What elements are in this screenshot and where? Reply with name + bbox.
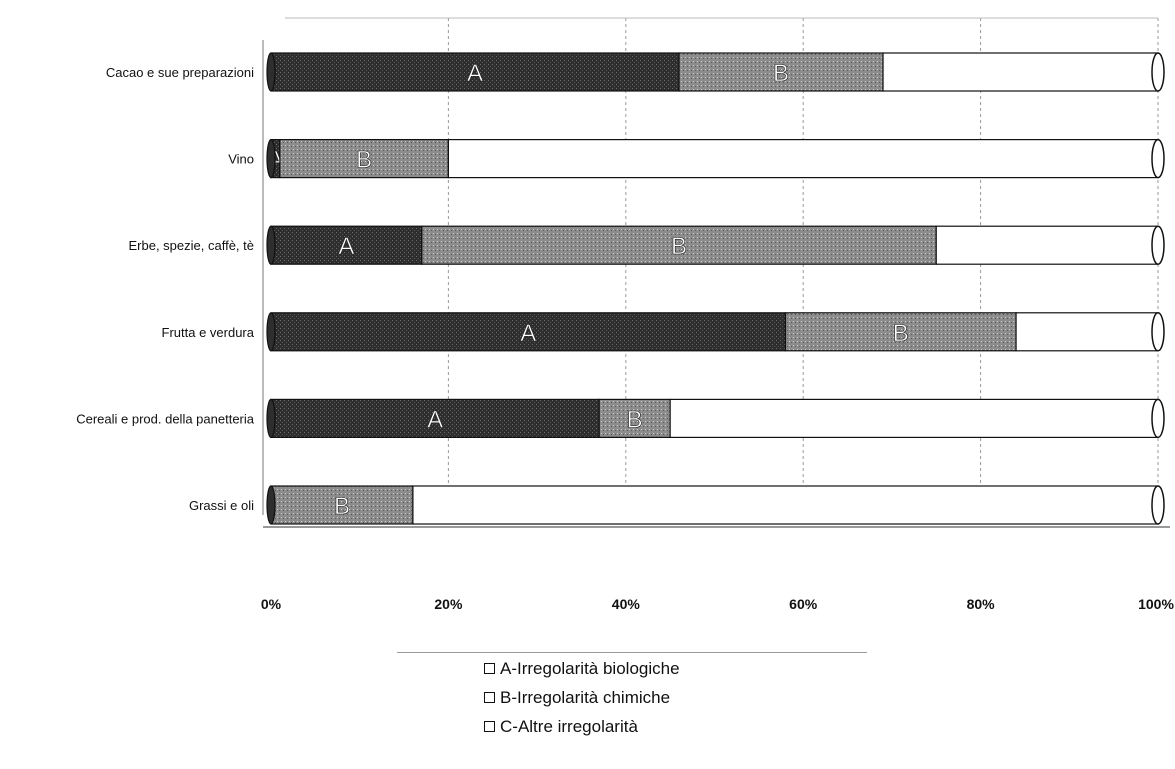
legend-item-b: B-Irregolarità chimiche <box>484 683 680 712</box>
bar-cap-right <box>1151 225 1165 265</box>
bar-cap-right <box>1151 52 1165 92</box>
bar-cap-right <box>1151 312 1165 352</box>
segment-label: A <box>427 406 443 433</box>
legend-swatch-a <box>484 663 495 674</box>
legend: A-Irregolarità biologiche B-Irregolarità… <box>484 654 680 741</box>
legend-label-c: C-Altre irregolarità <box>500 716 638 736</box>
category-label: Cereali e prod. della panetteria <box>76 411 255 426</box>
bar-segment-b <box>279 139 449 179</box>
x-tick-label: 80% <box>967 596 996 612</box>
gridlines <box>262 17 1159 515</box>
x-tick-label: 20% <box>434 596 463 612</box>
bar-segment-c <box>1015 312 1159 352</box>
bar-cap-left <box>266 139 276 179</box>
x-tick-label: 0% <box>261 596 282 612</box>
bar-segment-b <box>421 225 937 265</box>
category-label: Vino <box>228 152 254 167</box>
category-label: Cacao e sue preparazioni <box>106 65 254 80</box>
bar-segment-a <box>270 398 600 438</box>
legend-swatch-b <box>484 692 495 703</box>
x-tick-label: 60% <box>789 596 818 612</box>
legend-item-c: C-Altre irregolarità <box>484 712 680 741</box>
segment-label: B <box>671 233 687 260</box>
bar-cap-left <box>266 398 276 438</box>
bar-segment-a <box>270 312 787 352</box>
bar-cap-right <box>1151 398 1165 439</box>
bar-segment-b <box>598 398 671 438</box>
segment-label: B <box>627 406 643 433</box>
segment-label: B <box>773 60 789 87</box>
segment-label: A <box>338 233 354 260</box>
bar-segment-c <box>882 52 1159 92</box>
bar-segment-a <box>270 52 680 92</box>
category-label: Frutta e verdura <box>162 325 255 340</box>
bar-cap-right <box>1151 138 1165 179</box>
bar-cap-left <box>266 485 276 525</box>
x-tick-label: 100% <box>1138 596 1174 612</box>
bar-segment-c <box>935 225 1159 265</box>
bar-segment-c <box>669 398 1159 438</box>
legend-item-a: A-Irregolarità biologiche <box>484 654 680 683</box>
segment-label: B <box>893 320 909 347</box>
category-labels: Cacao e sue preparazioni Vino Erbe, spezie… <box>76 65 255 513</box>
segment-label: B <box>356 147 372 174</box>
bar-cap-left <box>266 312 276 352</box>
category-label: Erbe, spezie, caffè, tè <box>129 238 255 253</box>
bar-cap-right <box>1151 485 1165 525</box>
segment-label: A <box>520 320 536 347</box>
legend-divider <box>397 652 867 653</box>
bar-segment-b <box>270 485 414 525</box>
legend-label-b: B-Irregolarità chimiche <box>500 687 671 707</box>
bar-cap-left <box>266 225 276 265</box>
segment-label: A <box>467 60 483 87</box>
x-axis: 0% 20% 40% 60% 80% 100% <box>261 526 1174 612</box>
bar-segment-b <box>784 312 1017 352</box>
legend-swatch-c <box>484 721 495 732</box>
x-tick-label: 40% <box>612 596 641 612</box>
segment-label: B <box>334 493 350 520</box>
bar-cap-left <box>266 52 276 92</box>
legend-label-a: A-Irregolarità biologiche <box>500 658 680 678</box>
bars-group: ABABABABABB <box>266 52 1165 525</box>
bar-segment-c <box>447 139 1159 179</box>
bar-segment-c <box>412 485 1159 525</box>
category-label: Grassi e oli <box>189 498 254 513</box>
